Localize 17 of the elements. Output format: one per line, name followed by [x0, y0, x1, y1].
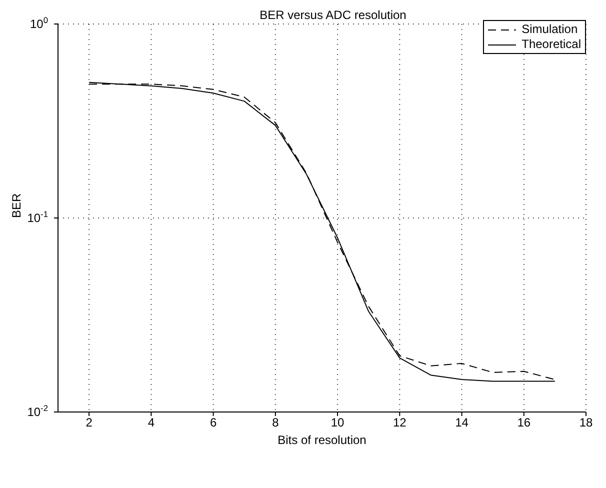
x-tick-label: 16 [517, 416, 531, 430]
x-tick-label: 6 [210, 416, 217, 430]
x-tick-label: 8 [272, 416, 280, 430]
x-tick-label: 12 [392, 416, 407, 430]
y-tick-label: 10$^{0}$ [30, 15, 48, 31]
y-tick-label: 10$^{-2}$ [27, 403, 48, 419]
x-axis-title: Bits of resolution [278, 433, 366, 447]
x-tick-label: 10 [330, 416, 345, 430]
y-tick-label: 10$^{-1}$ [27, 209, 48, 225]
legend-label: Simulation [522, 22, 578, 37]
x-tick-label: 18 [579, 416, 593, 430]
chart-title: BER versus ADC resolution [260, 8, 406, 22]
y-axis-title: BER [9, 192, 24, 218]
x-tick-label: 14 [455, 416, 469, 430]
x-tick-label: 4 [148, 416, 155, 430]
x-tick-label: 2 [86, 416, 93, 430]
legend-label: Theoretical [522, 37, 581, 52]
